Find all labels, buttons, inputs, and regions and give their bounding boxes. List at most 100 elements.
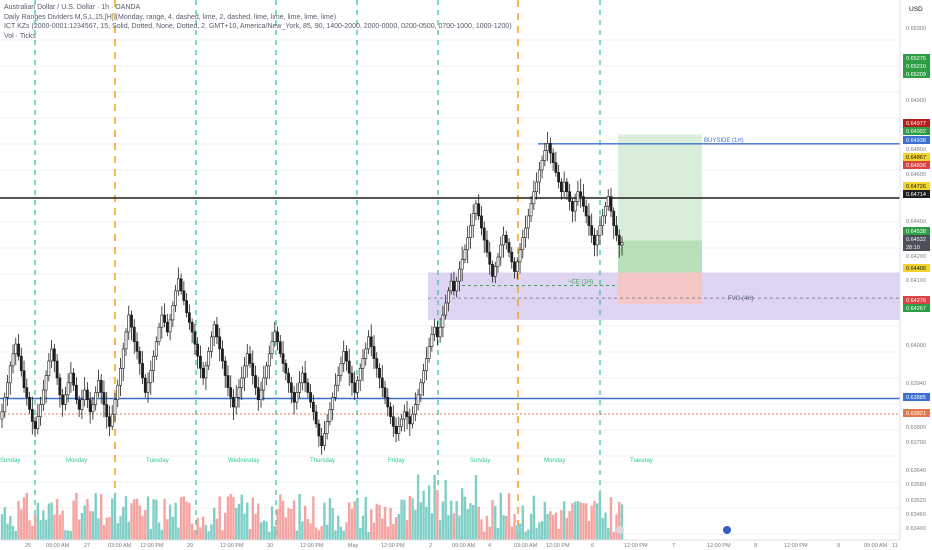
volume-bar: [474, 475, 478, 540]
volume-bar: [251, 497, 254, 540]
candle-body: [413, 404, 417, 415]
indicator-daily-ranges[interactable]: Daily Ranges Dividers M,S,L,15,[H] (Mond…: [4, 13, 337, 21]
volume-bar: [75, 492, 78, 540]
price-badge-value: 0.64532: [906, 237, 926, 243]
candle-body: [405, 411, 409, 417]
volume-bar: [276, 508, 279, 540]
volume-bar: [425, 506, 428, 540]
candle-body: [251, 363, 255, 376]
candle-body: [119, 367, 122, 386]
volume-bar: [598, 492, 602, 540]
candle-body: [427, 346, 431, 359]
candle-body: [584, 205, 588, 217]
candle-body: [397, 426, 401, 434]
candle-body: [262, 377, 266, 391]
volume-bar: [452, 513, 456, 540]
volume-bar: [491, 499, 494, 540]
volume-bar: [42, 510, 45, 540]
candle-body: [154, 341, 158, 357]
candle-body: [226, 375, 230, 388]
volume-bar: [463, 496, 467, 540]
volume-bar: [372, 522, 376, 540]
indicator-ict-kz[interactable]: ICT KZs (2000-0001:1234567, 15, Solid, D…: [4, 23, 512, 30]
candle-body: [480, 215, 483, 229]
candle-body: [163, 314, 166, 323]
volume-bar: [108, 516, 111, 540]
candle-body: [121, 348, 125, 369]
volume-bar: [618, 501, 621, 540]
volume-bar: [350, 508, 354, 540]
candle-body: [210, 336, 213, 352]
volume-bar: [505, 515, 508, 540]
price-tick: 0.63940: [906, 381, 926, 387]
volume-bar: [604, 512, 607, 540]
candle-body: [322, 433, 326, 446]
candles: [0, 132, 624, 455]
candle-body: [0, 411, 4, 420]
candle-body: [466, 237, 470, 251]
candle-body: [402, 411, 406, 420]
volume-bar: [554, 512, 558, 540]
volume-bar: [116, 523, 119, 540]
volume-bar: [303, 505, 307, 540]
volume-bar: [483, 531, 486, 540]
candle-body: [590, 225, 594, 236]
volume-bar: [551, 514, 555, 540]
indicator-volume[interactable]: Vol · Ticks: [4, 32, 36, 40]
volume-bar: [6, 523, 9, 540]
price-badge: [903, 127, 930, 135]
volume-bar: [301, 521, 304, 540]
volume-bar: [524, 531, 527, 540]
candle-body: [124, 331, 128, 350]
candle-body: [311, 401, 315, 413]
price-badge-value: 0.64836: [906, 163, 926, 169]
candle-body: [499, 244, 503, 258]
candle-body: [529, 203, 533, 217]
volume-bar: [472, 504, 475, 540]
volume-bar: [593, 501, 596, 540]
volume-bar: [102, 525, 106, 540]
candle-body: [86, 389, 89, 401]
candle-body: [557, 172, 561, 183]
volume-bar: [422, 490, 425, 540]
candle-body: [471, 213, 475, 226]
volume-bar: [353, 501, 356, 540]
volume-bar: [405, 520, 409, 540]
price-tick: 0.64400: [906, 219, 926, 225]
symbol-title[interactable]: Australian Dollar / U.S. Dollar · 1h · O…: [4, 4, 141, 11]
day-label: Friday: [388, 458, 405, 464]
volume-bar: [174, 502, 177, 540]
volume-bar: [480, 519, 483, 540]
candle-body: [243, 365, 246, 379]
time-tick: 12:00 PM: [381, 543, 405, 549]
volume-bar: [518, 523, 522, 540]
candle-body: [63, 394, 67, 405]
volume-bar: [430, 513, 434, 540]
candle-body: [458, 268, 461, 282]
candle-body: [143, 377, 147, 393]
candle-body: [565, 181, 569, 193]
candle-body: [105, 404, 109, 417]
candle-body: [620, 242, 624, 246]
price-tick: 0.64200: [906, 254, 926, 260]
candle-body: [185, 300, 189, 313]
volume-bar: [279, 494, 282, 540]
price-badge-value: 0.64867: [906, 155, 926, 161]
candle-body: [50, 348, 54, 362]
candle-body: [372, 346, 376, 359]
candle-body: [441, 314, 445, 328]
volume-bar: [295, 530, 299, 540]
volume-bar: [513, 514, 516, 540]
volume-bar: [33, 514, 37, 540]
volume-bar: [557, 529, 560, 540]
candle-body: [127, 314, 131, 333]
volume-bar: [44, 519, 48, 540]
candle-body: [419, 382, 423, 396]
candle-body: [72, 372, 76, 386]
candle-body: [303, 372, 307, 384]
volume-bar: [392, 524, 395, 540]
time-tick: 27: [84, 543, 90, 549]
volume-bar: [323, 502, 326, 540]
candle-body: [356, 380, 359, 393]
